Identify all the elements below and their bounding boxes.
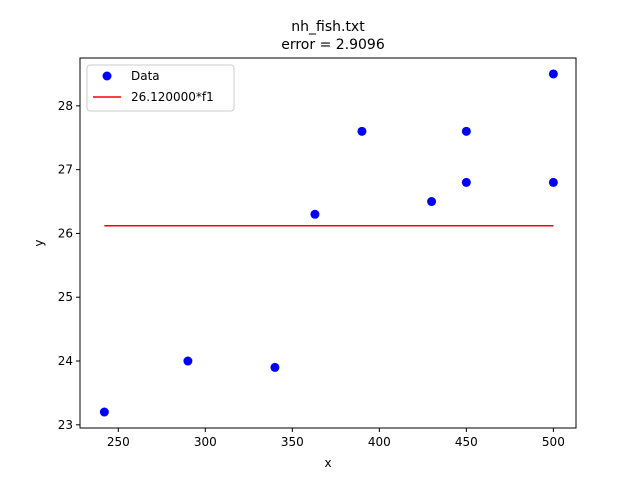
data-point	[461, 177, 471, 187]
plot-marks	[99, 69, 558, 417]
plot-frame	[79, 57, 577, 429]
x-tick-label: 500	[542, 435, 565, 449]
y-tick-label: 26	[58, 226, 73, 240]
x-ticks: 250 300 350 400 450 500	[107, 428, 565, 449]
y-tick-label: 23	[58, 418, 73, 432]
y-tick-label: 27	[58, 163, 73, 177]
y-tick-label: 24	[58, 354, 73, 368]
legend-box	[86, 64, 235, 112]
data-point	[357, 126, 367, 136]
x-tick-label: 250	[107, 435, 130, 449]
y-ticks: 23 24 25 26 27 28	[58, 99, 80, 432]
x-tick-label: 300	[194, 435, 217, 449]
data-point	[548, 177, 558, 187]
x-tick-label: 350	[281, 435, 304, 449]
legend-marker-data	[102, 71, 112, 81]
y-axis-label: y	[32, 239, 46, 246]
data-point	[183, 356, 193, 366]
data-point	[99, 407, 109, 417]
data-point	[310, 209, 320, 219]
data-point	[461, 126, 471, 136]
chart-subtitle: error = 2.9096	[281, 37, 385, 53]
legend-label-fit: 26.120000*f1	[131, 90, 214, 104]
data-point	[548, 69, 558, 79]
legend: Data 26.120000*f1	[86, 64, 235, 112]
legend-label-data: Data	[131, 69, 160, 83]
y-tick-label: 28	[58, 99, 73, 113]
x-axis-label: x	[324, 456, 331, 470]
x-tick-label: 400	[368, 435, 391, 449]
y-tick-label: 25	[58, 290, 73, 304]
chart-title: nh_fish.txt	[291, 19, 365, 35]
x-tick-label: 450	[455, 435, 478, 449]
data-point	[427, 197, 437, 207]
data-point	[270, 362, 280, 372]
